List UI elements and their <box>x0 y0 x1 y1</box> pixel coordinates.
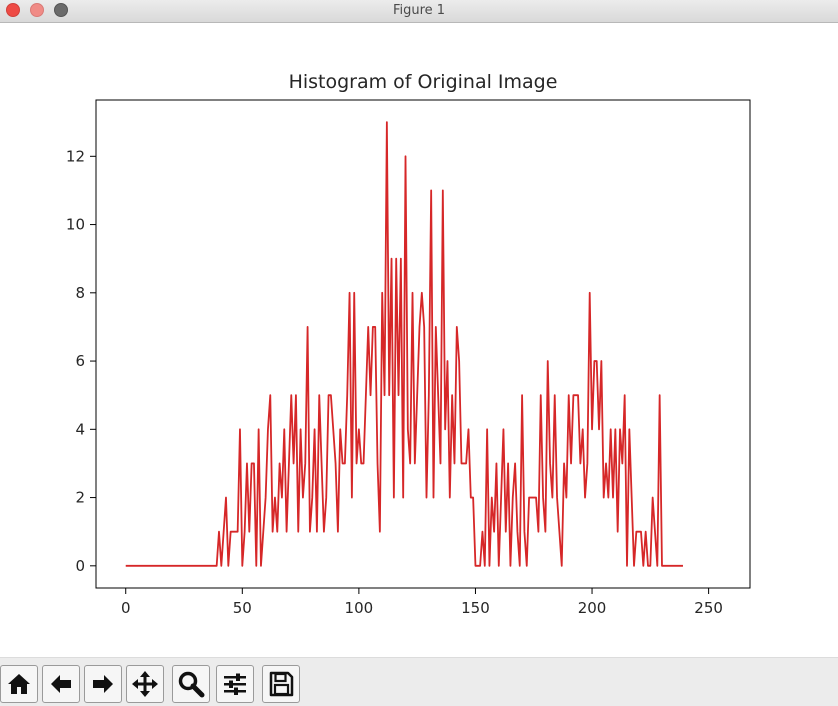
plot-area-frame <box>95 99 751 589</box>
y-tick-label: 6 <box>75 352 85 370</box>
minimize-window-button[interactable] <box>30 3 44 17</box>
y-axis: 0 2 4 6 8 10 12 <box>66 147 96 575</box>
window-titlebar: Figure 1 <box>0 0 838 23</box>
x-tick-label: 150 <box>461 599 490 617</box>
save-button[interactable] <box>262 665 300 703</box>
x-tick-label: 0 <box>121 599 131 617</box>
forward-arrow-icon <box>93 675 113 693</box>
y-tick-label: 4 <box>75 420 85 438</box>
x-axis: 0 50 100 150 200 250 <box>121 588 723 617</box>
y-tick-label: 12 <box>66 147 85 165</box>
zoom-window-button[interactable] <box>54 3 68 17</box>
save-floppy-icon <box>269 671 294 697</box>
pan-button[interactable] <box>126 665 164 703</box>
window-title: Figure 1 <box>392 3 446 18</box>
configure-subplots-icon <box>224 673 246 695</box>
home-button[interactable] <box>0 665 38 703</box>
configure-subplots-button[interactable] <box>216 665 254 703</box>
x-tick-label: 100 <box>345 599 374 617</box>
zoom-magnifier-icon <box>178 671 205 698</box>
histogram-line <box>125 121 683 567</box>
x-tick-label: 200 <box>578 599 607 617</box>
chart-title: Histogram of Original Image <box>289 71 558 93</box>
zoom-button[interactable] <box>172 665 210 703</box>
navigation-toolbar <box>0 657 838 706</box>
y-tick-label: 8 <box>75 284 85 302</box>
y-tick-label: 0 <box>75 557 85 575</box>
back-arrow-icon <box>51 675 71 693</box>
x-tick-label: 250 <box>694 599 723 617</box>
pan-move-icon <box>132 671 158 697</box>
back-button[interactable] <box>42 665 80 703</box>
y-tick-label: 10 <box>66 216 85 234</box>
close-window-button[interactable] <box>6 3 20 17</box>
forward-button[interactable] <box>84 665 122 703</box>
home-icon <box>8 674 30 694</box>
histogram-chart: Histogram of Original Image 0 50 100 150 200… <box>66 71 751 617</box>
x-tick-label: 50 <box>233 599 252 617</box>
y-tick-label: 2 <box>75 489 85 507</box>
